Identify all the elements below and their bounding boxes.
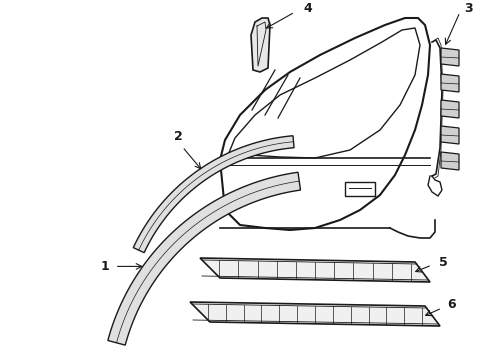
Text: 6: 6 — [448, 298, 456, 311]
Polygon shape — [441, 126, 459, 144]
Polygon shape — [441, 100, 459, 118]
Text: 2: 2 — [174, 130, 183, 143]
Polygon shape — [441, 152, 459, 170]
Text: 5: 5 — [439, 256, 447, 269]
Polygon shape — [441, 74, 459, 92]
Polygon shape — [108, 172, 300, 345]
Polygon shape — [190, 302, 440, 326]
Text: 3: 3 — [464, 3, 472, 15]
Polygon shape — [441, 48, 459, 66]
Polygon shape — [251, 18, 270, 72]
Polygon shape — [133, 136, 294, 253]
Text: 4: 4 — [304, 3, 313, 15]
Polygon shape — [200, 258, 430, 282]
Text: 1: 1 — [100, 260, 109, 273]
Polygon shape — [345, 182, 375, 196]
